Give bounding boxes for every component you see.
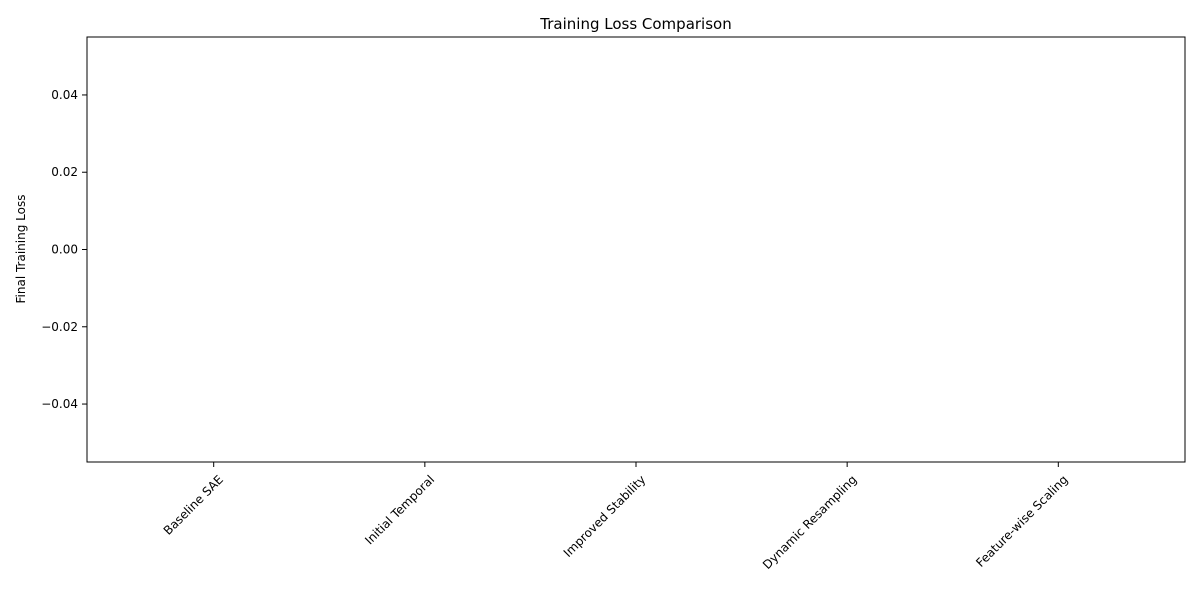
plot-frame: [86, 36, 1186, 463]
y-axis-label: Final Training Loss: [14, 195, 28, 304]
y-tick-label: 0.02: [51, 165, 78, 179]
y-tick-label: −0.02: [41, 320, 78, 334]
y-tick-label: 0.00: [51, 243, 78, 257]
y-tick-label: 0.04: [51, 88, 78, 102]
chart-title: Training Loss Comparison: [539, 15, 731, 33]
y-axis-ticks: −0.04 −0.02 0.00 0.02 0.04: [41, 88, 87, 411]
y-tick-label: −0.04: [41, 397, 78, 411]
